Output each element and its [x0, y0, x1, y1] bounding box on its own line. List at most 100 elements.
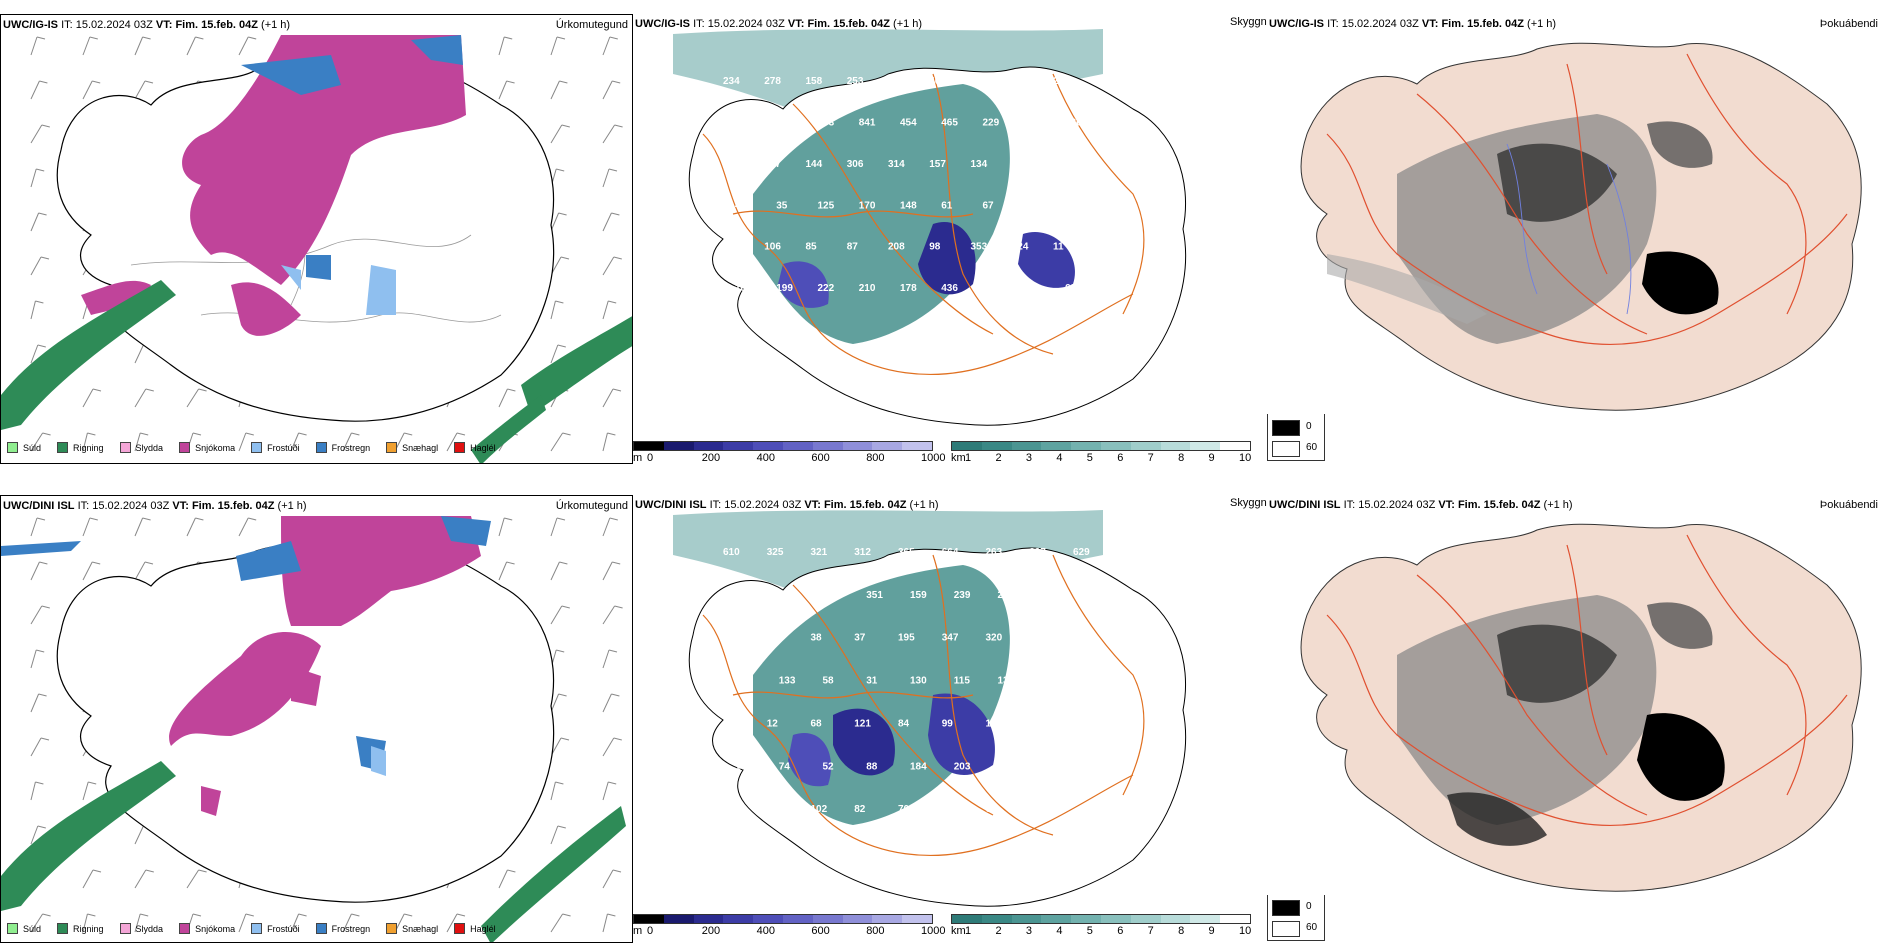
cloud-base-label: 278	[764, 76, 781, 87]
panel-title: UWC/IG-IS IT: 15.02.2024 03Z VT: Fim. 15…	[3, 19, 291, 31]
colorbar-swatch	[1011, 915, 1042, 923]
colorbar-tick-label: 200	[701, 452, 721, 464]
colorbar-swatch	[1190, 442, 1221, 450]
cloud-base-label: 68	[811, 718, 823, 729]
cloud-base-label: 61	[941, 200, 953, 211]
cloud-base-label: 31	[866, 676, 878, 687]
cloud-base-label: 144	[806, 159, 823, 170]
colorbar-tick-label: 2	[995, 925, 1002, 937]
cloud-base-label: 12	[767, 718, 779, 729]
colorbar-swatch	[842, 915, 873, 923]
legend-item: Snjókoma	[179, 923, 235, 934]
fog-legend-2: 0 60	[1267, 893, 1325, 941]
colorbar-tick-label: 5	[1086, 925, 1093, 937]
colorbar-swatch	[782, 915, 813, 923]
rain-area	[1, 280, 632, 463]
cloud-base-label: 67	[983, 200, 995, 211]
colorbar-swatch	[1130, 442, 1161, 450]
cloud-base-label: 199	[776, 283, 793, 294]
colorbar-swatch	[723, 915, 754, 923]
cloud-base-label: 157	[1073, 633, 1090, 644]
colorbar-tick-label: 3	[1025, 925, 1032, 937]
snow-area	[169, 516, 481, 816]
cloud-base-label: 303	[818, 117, 835, 128]
legend-item: Snæhagl	[386, 923, 438, 934]
cloud-base-label: 463	[1029, 633, 1046, 644]
cloud-base-label: 143	[1053, 159, 1070, 170]
cloud-base-label: 610	[723, 547, 740, 558]
precip-legend: Súld Rigning Slydda Snjókoma Frostúði Fr…	[7, 442, 496, 453]
cloud-base-label: 297	[1029, 547, 1046, 558]
panel-product-label: Þokuábendi	[1819, 18, 1878, 30]
cloud-base-label: 321	[811, 547, 828, 558]
cloud-base-label: 157	[929, 159, 946, 170]
colorbar-swatch	[981, 442, 1012, 450]
colorbar-tick-label: 6	[1117, 452, 1124, 464]
cloud-base-label: 312	[854, 547, 871, 558]
cloud-base-label: 629	[1073, 547, 1090, 558]
cloud-base-label: 38	[811, 633, 823, 644]
cloud-base-label: 35	[776, 200, 788, 211]
precip-type-map	[1, 516, 626, 942]
visibility-colorbar: km 1 2 3 4 5 6 7 8 9 10	[951, 914, 1251, 938]
colorbar-swatch	[1041, 442, 1072, 450]
cloud-base-label: 365	[898, 547, 915, 558]
cloud-base-label: 68	[1065, 283, 1077, 294]
cloud-base-label: 101	[767, 804, 784, 815]
cloud-base-label: 664	[942, 547, 959, 558]
legend-item: Haglél	[454, 923, 496, 934]
visibility-map: 234 278 158 253 328 400 326 172 206 255 284 303 841 4…	[673, 29, 1187, 426]
colorbar-swatch	[723, 442, 754, 450]
panel-product-label: Úrkomutegund	[555, 19, 628, 31]
cloud-base-label: 210	[859, 283, 876, 294]
colorbar-swatch	[981, 915, 1012, 923]
colorbar-swatch	[663, 915, 694, 923]
colorbar-swatch	[693, 915, 724, 923]
colorbar-tick-label: 400	[756, 925, 775, 937]
legend-item: Frostregn	[315, 442, 370, 453]
legend-item: Snæhagl	[386, 442, 438, 453]
cloud-base-label: 253	[847, 76, 864, 87]
fog-map	[1300, 523, 1862, 892]
colorbar-tick-label: 5	[1086, 452, 1093, 464]
cloud-base-label: 263	[986, 547, 1003, 558]
cloud-base-label: 82	[854, 804, 866, 815]
precip-legend: Súld Rigning Slydda Snjókoma Frostúði Fr…	[7, 923, 496, 934]
cloud-base-label: 127	[998, 761, 1015, 772]
cloud-base-label: 229	[983, 117, 1000, 128]
cloud-base-label: 132	[998, 676, 1015, 687]
colorbar-tick-label: 8	[1178, 452, 1185, 464]
snow-area	[81, 35, 466, 336]
colorbar-swatch	[1190, 915, 1221, 923]
cloud-base-label: 334	[823, 590, 840, 601]
colorbar-tick-label: 1	[965, 925, 972, 937]
cloud-base-label: 325	[767, 547, 784, 558]
cloud-base-label: 351	[866, 590, 883, 601]
legend-item: Frostúði	[251, 442, 300, 453]
cloud-base-label: 347	[942, 633, 959, 644]
panel-product-label: Úrkomutegund	[555, 500, 628, 512]
cloud-base-label: 205	[1085, 590, 1102, 601]
colorbar-tick-label: 4	[1056, 452, 1063, 464]
cloud-base-label: 193	[1024, 117, 1041, 128]
cloud-base-label: 177	[764, 159, 781, 170]
precip-type-map	[1, 35, 632, 463]
cloud-base-label: 70	[898, 804, 910, 815]
cloud-base-label: 158	[806, 76, 823, 87]
cloud-base-label: 184	[910, 761, 927, 772]
cloud-base-label: 841	[859, 117, 876, 128]
colorbar-tick-label: 9	[1208, 452, 1215, 464]
frost-rain-area	[241, 35, 463, 280]
legend-item: Súld	[7, 442, 41, 453]
cloud-base-label: 148	[900, 200, 917, 211]
panel-title: UWC/IG-IS IT: 15.02.2024 03Z VT: Fim. 15…	[1269, 18, 1557, 30]
cloud-base-label: 64	[1065, 200, 1077, 211]
colorbar-tick-label: 9	[1208, 925, 1215, 937]
colorbar-swatch	[634, 442, 664, 450]
precip-type-panel-1: UWC/IG-IS IT: 15.02.2024 03Z VT: Fim. 15…	[0, 14, 633, 464]
cloud-base-label: 99	[942, 718, 954, 729]
cloud-base-label: 103	[1073, 718, 1090, 729]
colorbar-swatch	[1160, 915, 1191, 923]
colorbar-tick-label: 1	[965, 452, 972, 464]
colorbar-swatch	[872, 915, 903, 923]
